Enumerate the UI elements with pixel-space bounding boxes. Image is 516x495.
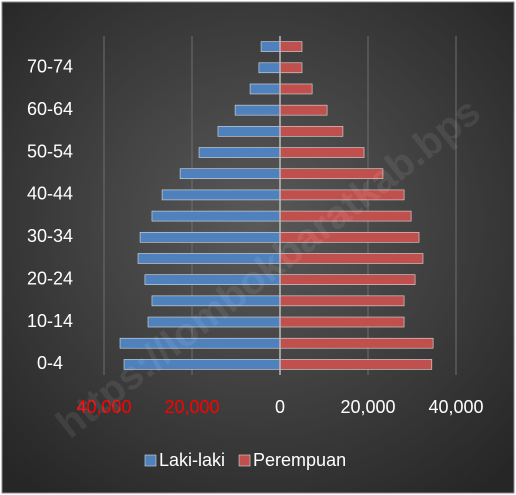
bar bbox=[279, 147, 365, 158]
y-tick-label: 10-14 bbox=[27, 311, 73, 331]
bar bbox=[279, 274, 416, 285]
legend-swatch bbox=[238, 454, 251, 467]
y-tick-label: 30-34 bbox=[27, 226, 73, 246]
bar bbox=[279, 104, 328, 116]
x-tick-label: 40,000 bbox=[76, 397, 131, 417]
bar bbox=[217, 126, 281, 137]
bar bbox=[234, 104, 281, 116]
y-tick-label: 0-4 bbox=[37, 353, 63, 373]
bar bbox=[279, 41, 303, 52]
y-tick-label: 60-64 bbox=[27, 99, 73, 119]
y-tick-label: 40-44 bbox=[27, 184, 73, 204]
x-tick-label: 0 bbox=[275, 397, 285, 417]
bar bbox=[260, 41, 281, 52]
y-tick-label: 70-74 bbox=[27, 57, 73, 77]
y-tick-label: 20-24 bbox=[27, 268, 73, 288]
bar bbox=[279, 337, 434, 349]
legend-label: Perempuan bbox=[253, 450, 346, 470]
bar bbox=[279, 295, 405, 307]
x-tick-label: 20,000 bbox=[340, 397, 395, 417]
bar bbox=[258, 62, 281, 74]
y-tick-label: 50-54 bbox=[27, 141, 73, 161]
bar bbox=[279, 62, 303, 74]
bar bbox=[279, 83, 313, 95]
bar bbox=[279, 316, 405, 328]
bar bbox=[179, 168, 281, 180]
bar bbox=[139, 231, 281, 243]
bar bbox=[279, 359, 433, 370]
bar bbox=[151, 210, 281, 222]
bar bbox=[249, 83, 281, 95]
x-tick-label: 20,000 bbox=[164, 397, 219, 417]
x-tick-label: 40,000 bbox=[428, 397, 483, 417]
legend-label: Laki-laki bbox=[159, 450, 225, 470]
bar bbox=[279, 126, 344, 137]
legend-swatch bbox=[144, 454, 157, 467]
bar bbox=[198, 147, 281, 158]
bar bbox=[161, 189, 281, 201]
